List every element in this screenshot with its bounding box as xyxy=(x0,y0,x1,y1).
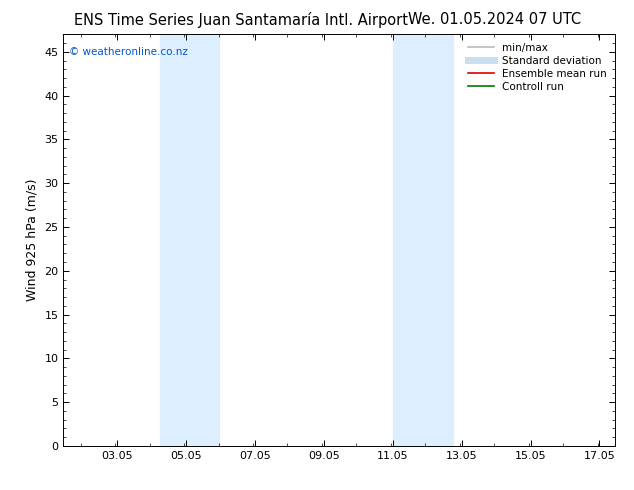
Bar xyxy=(392,34,453,446)
Text: ENS Time Series Juan Santamaría Intl. Airport: ENS Time Series Juan Santamaría Intl. Ai… xyxy=(74,12,408,28)
Bar xyxy=(160,34,219,446)
Legend: min/max, Standard deviation, Ensemble mean run, Controll run: min/max, Standard deviation, Ensemble me… xyxy=(463,39,611,96)
Text: We. 01.05.2024 07 UTC: We. 01.05.2024 07 UTC xyxy=(408,12,581,27)
Y-axis label: Wind 925 hPa (m/s): Wind 925 hPa (m/s) xyxy=(26,179,39,301)
Text: © weatheronline.co.nz: © weatheronline.co.nz xyxy=(69,47,188,57)
